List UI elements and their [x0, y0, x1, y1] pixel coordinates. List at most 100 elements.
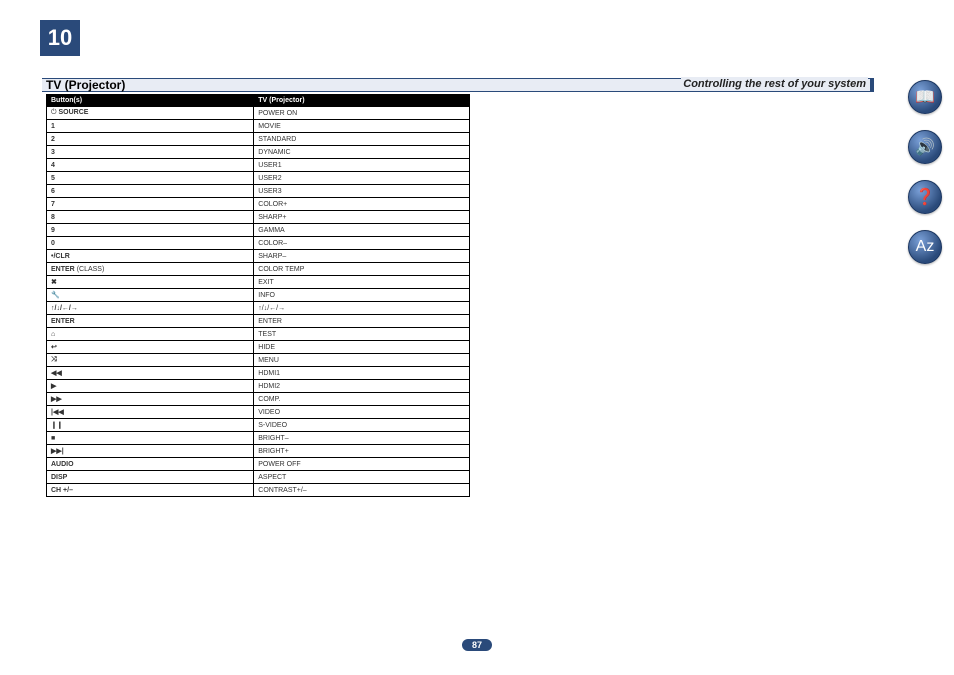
chapter-title-endcap — [870, 79, 874, 91]
function-cell: POWER OFF — [254, 458, 470, 471]
table-row: ▶▶COMP. — [47, 393, 470, 406]
function-cell: COLOR TEMP — [254, 263, 470, 276]
button-cell: ⏻ SOURCE — [47, 107, 254, 120]
table-row: 1MOVIE — [47, 120, 470, 133]
table-row: AUDIOPOWER OFF — [47, 458, 470, 471]
button-cell: •/CLR — [47, 250, 254, 263]
table-row: 9GAMMA — [47, 224, 470, 237]
function-cell: COLOR– — [254, 237, 470, 250]
function-cell: GAMMA — [254, 224, 470, 237]
table-row: 2STANDARD — [47, 133, 470, 146]
button-cell: 4 — [47, 159, 254, 172]
button-cell: 7 — [47, 198, 254, 211]
button-cell: ▶▶ — [47, 393, 254, 406]
table-row: 3DYNAMIC — [47, 146, 470, 159]
function-cell: SHARP+ — [254, 211, 470, 224]
button-cell: ⤨ — [47, 354, 254, 367]
button-cell: 6 — [47, 185, 254, 198]
function-cell: ENTER — [254, 315, 470, 328]
table-row: ▶▶|BRIGHT+ — [47, 445, 470, 458]
function-cell: USER2 — [254, 172, 470, 185]
table-row: DISPASPECT — [47, 471, 470, 484]
function-cell: ↑/↓/←/→ — [254, 302, 470, 315]
button-cell: ◀◀ — [47, 367, 254, 380]
function-cell: SHARP– — [254, 250, 470, 263]
button-cell: ↩ — [47, 341, 254, 354]
chapter-bar: Controlling the rest of your system — [42, 78, 874, 92]
table-row: 7COLOR+ — [47, 198, 470, 211]
button-cell: 8 — [47, 211, 254, 224]
az-icon[interactable]: Aᴢ — [908, 230, 942, 264]
button-cell: ↑/↓/←/→ — [47, 302, 254, 315]
table-row: 8SHARP+ — [47, 211, 470, 224]
chapter-title: Controlling the rest of your system — [681, 77, 868, 91]
function-cell: COMP. — [254, 393, 470, 406]
button-cell: AUDIO — [47, 458, 254, 471]
table-row: ✖EXIT — [47, 276, 470, 289]
function-cell: BRIGHT– — [254, 432, 470, 445]
button-cell: DISP — [47, 471, 254, 484]
manual-icon[interactable]: 📖 — [908, 80, 942, 114]
function-cell: ASPECT — [254, 471, 470, 484]
page-number: 87 — [462, 639, 492, 651]
col-header-function: TV (Projector) — [254, 95, 470, 107]
button-cell: ▶▶| — [47, 445, 254, 458]
function-cell: HDMI1 — [254, 367, 470, 380]
table-row: ⌂TEST — [47, 328, 470, 341]
button-cell: ⌂ — [47, 328, 254, 341]
table-row: ↑/↓/←/→↑/↓/←/→ — [47, 302, 470, 315]
table-row: ◀◀HDMI1 — [47, 367, 470, 380]
side-icon-bar: 📖 🔊 ❓ Aᴢ — [908, 80, 942, 264]
table-row: ↩HIDE — [47, 341, 470, 354]
function-cell: HIDE — [254, 341, 470, 354]
table-row: ❙❙S-VIDEO — [47, 419, 470, 432]
section-title: TV (Projector) — [46, 78, 125, 92]
button-cell: 9 — [47, 224, 254, 237]
button-cell: 5 — [47, 172, 254, 185]
button-cell: 0 — [47, 237, 254, 250]
function-cell: EXIT — [254, 276, 470, 289]
table-header-row: Button(s) TV (Projector) — [47, 95, 470, 107]
button-cell: ▶ — [47, 380, 254, 393]
button-cell: ✖ — [47, 276, 254, 289]
function-cell: MOVIE — [254, 120, 470, 133]
table-row: ▶HDMI2 — [47, 380, 470, 393]
function-cell: VIDEO — [254, 406, 470, 419]
button-cell: 1 — [47, 120, 254, 133]
chapter-number: 10 — [40, 20, 80, 56]
table-row: ENTER (CLASS)COLOR TEMP — [47, 263, 470, 276]
button-cell: ❙❙ — [47, 419, 254, 432]
chapter-header: 10 Controlling the rest of your system — [40, 20, 914, 56]
function-cell: TEST — [254, 328, 470, 341]
button-cell: ENTER — [47, 315, 254, 328]
table-row: ■BRIGHT– — [47, 432, 470, 445]
function-table: Button(s) TV (Projector) ⏻ SOURCEPOWER O… — [46, 94, 470, 497]
function-cell: MENU — [254, 354, 470, 367]
col-header-buttons: Button(s) — [47, 95, 254, 107]
function-cell: HDMI2 — [254, 380, 470, 393]
table-row: CH +/–CONTRAST+/– — [47, 484, 470, 497]
function-cell: INFO — [254, 289, 470, 302]
function-cell: POWER ON — [254, 107, 470, 120]
table-row: ⏻ SOURCEPOWER ON — [47, 107, 470, 120]
button-cell: ■ — [47, 432, 254, 445]
function-cell: DYNAMIC — [254, 146, 470, 159]
page: 10 Controlling the rest of your system T… — [0, 0, 954, 675]
device-icon[interactable]: 🔊 — [908, 130, 942, 164]
button-cell: 🔧 — [47, 289, 254, 302]
table-row: ENTERENTER — [47, 315, 470, 328]
table-row: ⤨MENU — [47, 354, 470, 367]
function-cell: STANDARD — [254, 133, 470, 146]
function-cell: CONTRAST+/– — [254, 484, 470, 497]
table-row: •/CLRSHARP– — [47, 250, 470, 263]
help-icon[interactable]: ❓ — [908, 180, 942, 214]
function-cell: USER1 — [254, 159, 470, 172]
table-row: 0COLOR– — [47, 237, 470, 250]
table-row: 4USER1 — [47, 159, 470, 172]
table-row: 5USER2 — [47, 172, 470, 185]
function-cell: USER3 — [254, 185, 470, 198]
button-cell: 2 — [47, 133, 254, 146]
button-cell: |◀◀ — [47, 406, 254, 419]
button-cell: ENTER (CLASS) — [47, 263, 254, 276]
function-cell: S-VIDEO — [254, 419, 470, 432]
